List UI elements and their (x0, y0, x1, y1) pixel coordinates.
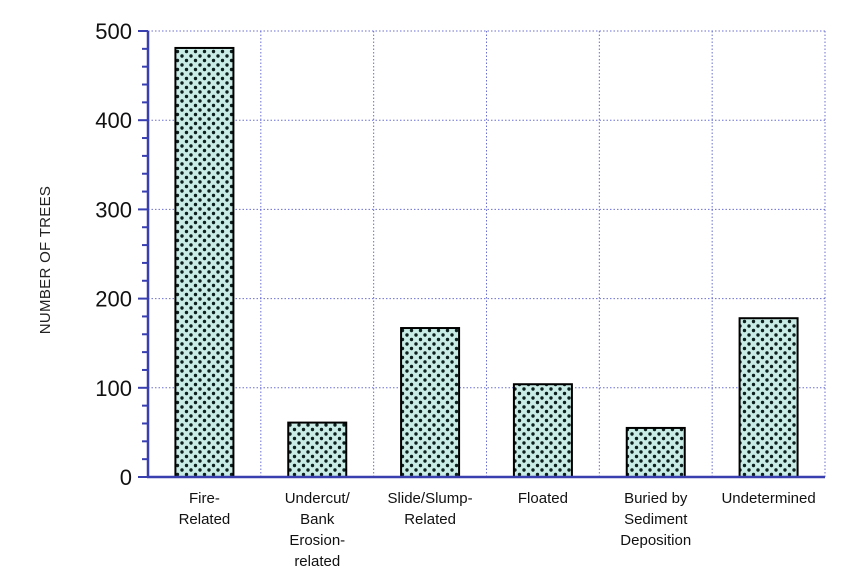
labels: NUMBER OF TREES 0 100 200 300 400 500 Fire-Rel… (37, 19, 816, 570)
x-category-label: Undercut/Bank Erosion-related (285, 490, 351, 570)
y-tick-label: 400 (95, 108, 132, 133)
bar (174, 46, 235, 479)
y-tick-label: 500 (95, 19, 132, 44)
y-tick-label: 300 (95, 197, 132, 222)
y-tick-label: 200 (95, 287, 132, 312)
y-tick-label: 100 (95, 376, 132, 401)
x-category-label: Buried by Sediment Deposition (620, 490, 691, 549)
axes (138, 30, 825, 479)
y-axis-label: NUMBER OF TREES (37, 186, 54, 334)
bar (512, 383, 573, 478)
bar (625, 426, 686, 479)
x-category-label: Fire-Related (179, 490, 231, 528)
bar (400, 327, 461, 479)
grid (148, 30, 826, 477)
y-tick-label: 0 (120, 465, 132, 490)
bar (287, 421, 348, 479)
x-category-label: Floated (518, 490, 568, 507)
bar (738, 317, 799, 478)
x-category-label: Undetermined (721, 490, 815, 507)
x-category-label: Slide/Slump-Related (388, 490, 473, 528)
bars (174, 46, 799, 479)
